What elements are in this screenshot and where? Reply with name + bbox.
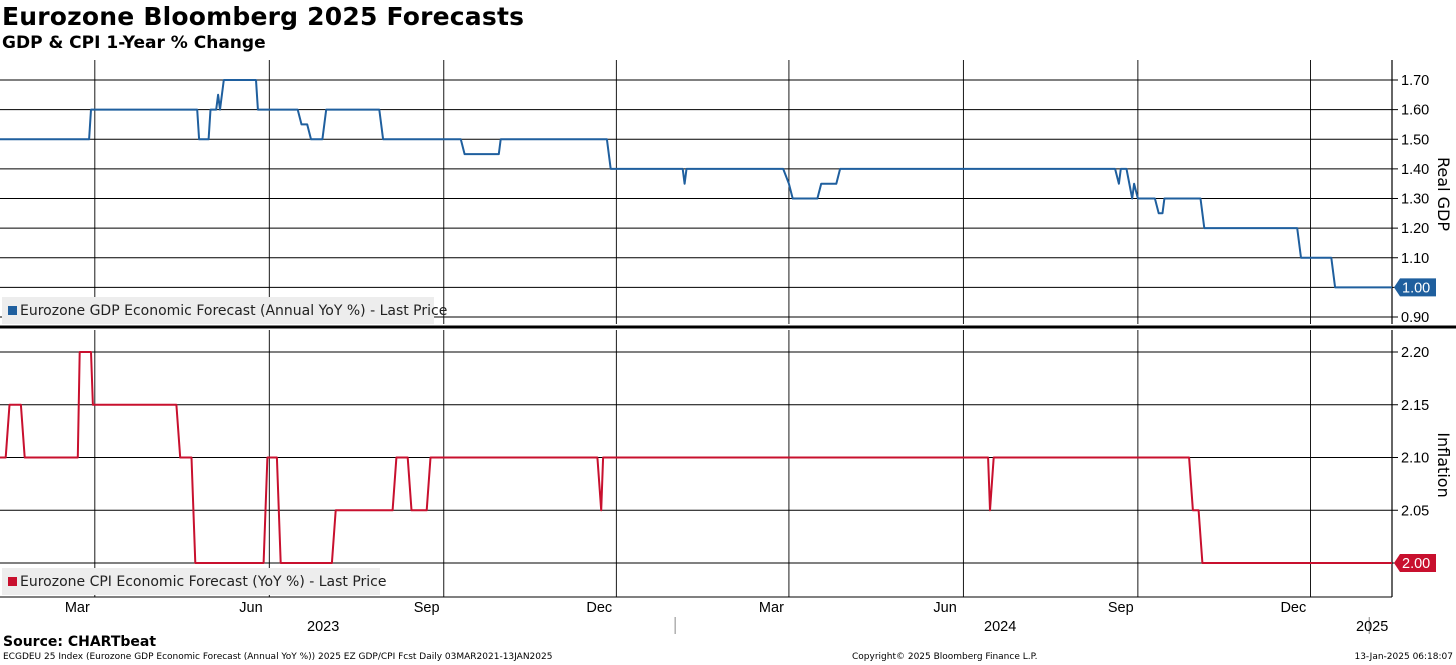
cpi-ytick-label: 2.20 <box>1401 345 1429 361</box>
gdp-ytick-label: 1.70 <box>1401 73 1429 89</box>
x-month-label: Dec <box>1280 600 1306 616</box>
cpi-last-value-badge <box>1394 554 1436 572</box>
gdp-ytick-label: 0.90 <box>1401 310 1429 326</box>
gdp-last-value-label: 1.00 <box>1402 280 1430 296</box>
cpi-series-line <box>0 351 1392 564</box>
gdp-ytick-label: 1.30 <box>1401 192 1429 208</box>
x-year-label: 2025 <box>1356 619 1388 635</box>
gdp-ytick-label: 1.50 <box>1401 132 1429 148</box>
x-month-label: Sep <box>1108 600 1134 616</box>
x-year-label: 2023 <box>307 619 339 635</box>
cpi-ytick-label: 2.05 <box>1401 503 1429 519</box>
footer-copyright: Copyright© 2025 Bloomberg Finance L.P. <box>852 652 1038 662</box>
gdp-ytick-label: 1.20 <box>1401 221 1429 237</box>
x-month-label: Mar <box>759 600 784 616</box>
x-year-label: 2024 <box>984 619 1016 635</box>
source-note: Source: CHARTbeat <box>3 634 157 650</box>
footer-timestamp: 13-Jan-2025 06:18:07 <box>1354 652 1453 662</box>
gdp-ytick-label: 1.40 <box>1401 162 1429 178</box>
chart-title: Eurozone Bloomberg 2025 Forecasts <box>2 2 525 31</box>
x-month-label: Jun <box>933 600 956 616</box>
gdp-legend-box <box>2 297 434 324</box>
x-month-label: Dec <box>586 600 612 616</box>
legend-layer: Eurozone GDP Economic Forecast (Annual Y… <box>2 297 447 595</box>
cpi-axis-label: Inflation <box>1434 432 1453 497</box>
chart-subtitle: GDP & CPI 1-Year % Change <box>2 33 266 53</box>
x-month-label: Mar <box>65 600 90 616</box>
cpi-legend-swatch <box>8 577 17 586</box>
cpi-ytick-label: 2.15 <box>1401 398 1429 414</box>
series-layer <box>0 79 1392 564</box>
cpi-legend-box <box>2 568 380 595</box>
frame-layer <box>0 60 1456 634</box>
cpi-ytick-label: 2.10 <box>1401 451 1429 467</box>
gdp-ytick-label: 1.60 <box>1401 103 1429 119</box>
gdp-legend-swatch <box>8 306 17 315</box>
gdp-series-line <box>0 79 1392 289</box>
gdp-axis-label: Real GDP <box>1434 157 1453 231</box>
gdp-ytick-label: 1.10 <box>1401 251 1429 267</box>
cpi-last-value-label: 2.00 <box>1402 556 1430 572</box>
footer-description: ECGDEU 25 Index (Eurozone GDP Economic F… <box>3 652 553 662</box>
cpi-legend-label: Eurozone CPI Economic Forecast (YoY %) -… <box>20 574 387 590</box>
gdp-last-value-badge <box>1394 278 1436 297</box>
x-month-label: Sep <box>414 600 440 616</box>
x-month-label: Jun <box>239 600 262 616</box>
label-layer: 1.70 1.60 1.50 1.40 1.30 1.20 1.10 0.90 Real GDP… <box>65 73 1453 635</box>
gdp-legend-label: Eurozone GDP Economic Forecast (Annual Y… <box>20 303 447 319</box>
